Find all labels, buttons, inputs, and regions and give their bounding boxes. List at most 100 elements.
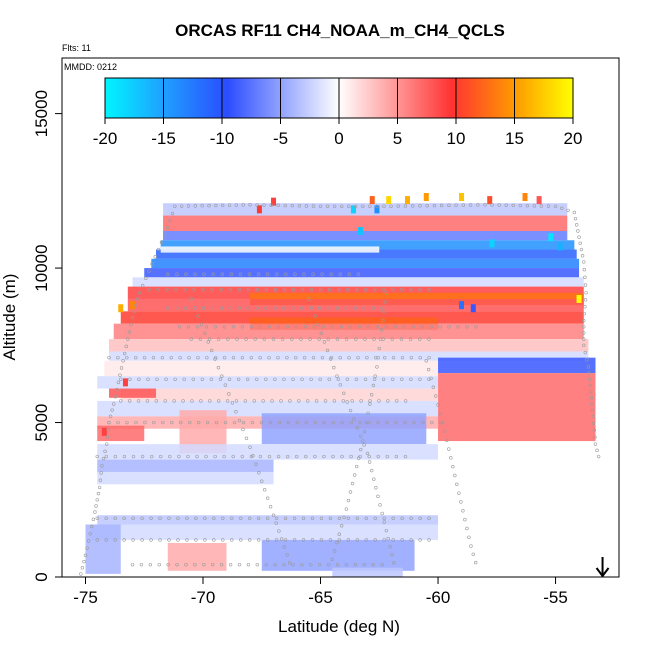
flight-track-point — [309, 287, 314, 292]
chart-title: ORCAS RF11 CH4_NOAA_m_CH4_QCLS — [175, 21, 505, 40]
flight-track-point — [152, 420, 156, 425]
flight-track-point — [137, 291, 142, 295]
heatmap-band — [261, 413, 427, 445]
flight-track-point — [113, 516, 117, 521]
flight-track-point — [179, 204, 184, 208]
flight-track-point — [88, 532, 92, 536]
flight-track-point — [283, 516, 288, 521]
flight-track-point — [354, 204, 358, 208]
flight-track-point — [237, 287, 241, 292]
flight-track-point — [231, 454, 235, 459]
flight-track-point — [196, 420, 201, 425]
flight-track-point — [403, 454, 408, 459]
flight-track-point — [391, 355, 396, 360]
flight-track-point — [308, 337, 312, 341]
flight-track-point — [365, 451, 370, 456]
heatmap-cell — [256, 205, 262, 214]
flight-track-point — [186, 454, 190, 459]
flight-track-point — [291, 562, 295, 567]
flight-track-point — [220, 203, 225, 208]
flight-track-point — [432, 203, 437, 208]
flight-track-point — [201, 287, 205, 292]
flight-track-point — [237, 562, 242, 567]
flight-track-point — [427, 516, 431, 521]
flight-track-point — [222, 325, 227, 329]
flight-track-point — [99, 471, 103, 475]
flight-track-point — [382, 204, 386, 208]
flight-track-point — [430, 420, 434, 425]
flight-track-point — [331, 454, 335, 459]
flight-track-point — [271, 337, 276, 341]
flight-track-point — [337, 532, 342, 536]
flight-track-point — [408, 337, 413, 341]
y-axis-label: Altitude (m) — [0, 274, 19, 361]
flight-track-point — [201, 306, 206, 310]
heatmap-cell — [374, 205, 380, 214]
heatmap-band — [109, 339, 589, 352]
flight-track-point — [282, 287, 287, 292]
flight-track-point — [346, 538, 351, 542]
flight-track-point — [82, 559, 86, 564]
flight-track-point — [253, 337, 257, 341]
flight-track-point — [142, 355, 147, 360]
flight-track-point — [380, 562, 384, 567]
flight-track-point — [193, 204, 198, 208]
flight-track-point — [313, 454, 317, 459]
flight-track-point — [228, 306, 232, 310]
flight-track-point — [146, 377, 150, 381]
flight-track-point — [577, 235, 581, 239]
flight-track-point — [288, 399, 292, 403]
flight-track-point — [339, 325, 343, 329]
flight-track-point — [113, 454, 118, 459]
flight-track-point — [344, 306, 349, 310]
colorbar-tick-label: 15 — [505, 129, 524, 148]
flight-track-point — [191, 377, 195, 381]
flight-track-point — [465, 526, 469, 531]
flight-track-point — [358, 420, 362, 425]
flight-track-point — [93, 510, 97, 514]
flight-track-point — [583, 304, 587, 309]
flight-track-point — [320, 355, 325, 360]
flight-track-point — [235, 337, 239, 341]
flight-track-point — [174, 306, 179, 310]
x-tick-label: -75 — [73, 588, 98, 607]
flight-track-point — [412, 420, 416, 425]
flight-track-point — [372, 337, 376, 341]
flight-track-point — [471, 552, 475, 557]
flight-track-point — [576, 229, 580, 233]
flight-track-point — [161, 420, 165, 425]
flight-track-point — [297, 204, 302, 208]
flight-track-point — [362, 562, 366, 567]
flight-track-point — [166, 272, 170, 276]
flight-track-point — [447, 325, 451, 329]
flight-track-point — [382, 309, 386, 314]
flight-track-point — [256, 538, 261, 542]
flight-track-point — [119, 399, 123, 403]
flight-track-point — [211, 562, 215, 567]
flight-track-point — [119, 366, 124, 370]
heatmap-band — [438, 357, 596, 374]
flight-track-point — [204, 454, 208, 459]
flight-track-point — [461, 203, 466, 207]
flight-track-point — [286, 420, 291, 425]
flight-track-point — [385, 420, 389, 425]
x-tick-label: -65 — [308, 588, 333, 607]
flight-track-point — [362, 306, 366, 310]
flight-track-point — [366, 325, 370, 329]
flight-track-point — [307, 297, 311, 301]
flight-track-point — [449, 456, 453, 460]
flight-track-point — [187, 355, 191, 360]
flight-track-point — [154, 399, 159, 403]
flight-track-point — [248, 516, 252, 521]
flight-track-point — [189, 297, 193, 301]
flight-track-point — [91, 517, 96, 522]
flight-track-point — [395, 399, 399, 403]
flight-track-point — [118, 373, 122, 377]
flight-track-point — [582, 260, 586, 264]
flight-track-point — [319, 331, 324, 335]
flight-track-point — [252, 399, 256, 403]
flight-track-point — [186, 325, 191, 329]
flight-track-point — [384, 325, 388, 329]
heatmap-cell — [369, 196, 375, 205]
heatmap-band — [120, 388, 439, 401]
